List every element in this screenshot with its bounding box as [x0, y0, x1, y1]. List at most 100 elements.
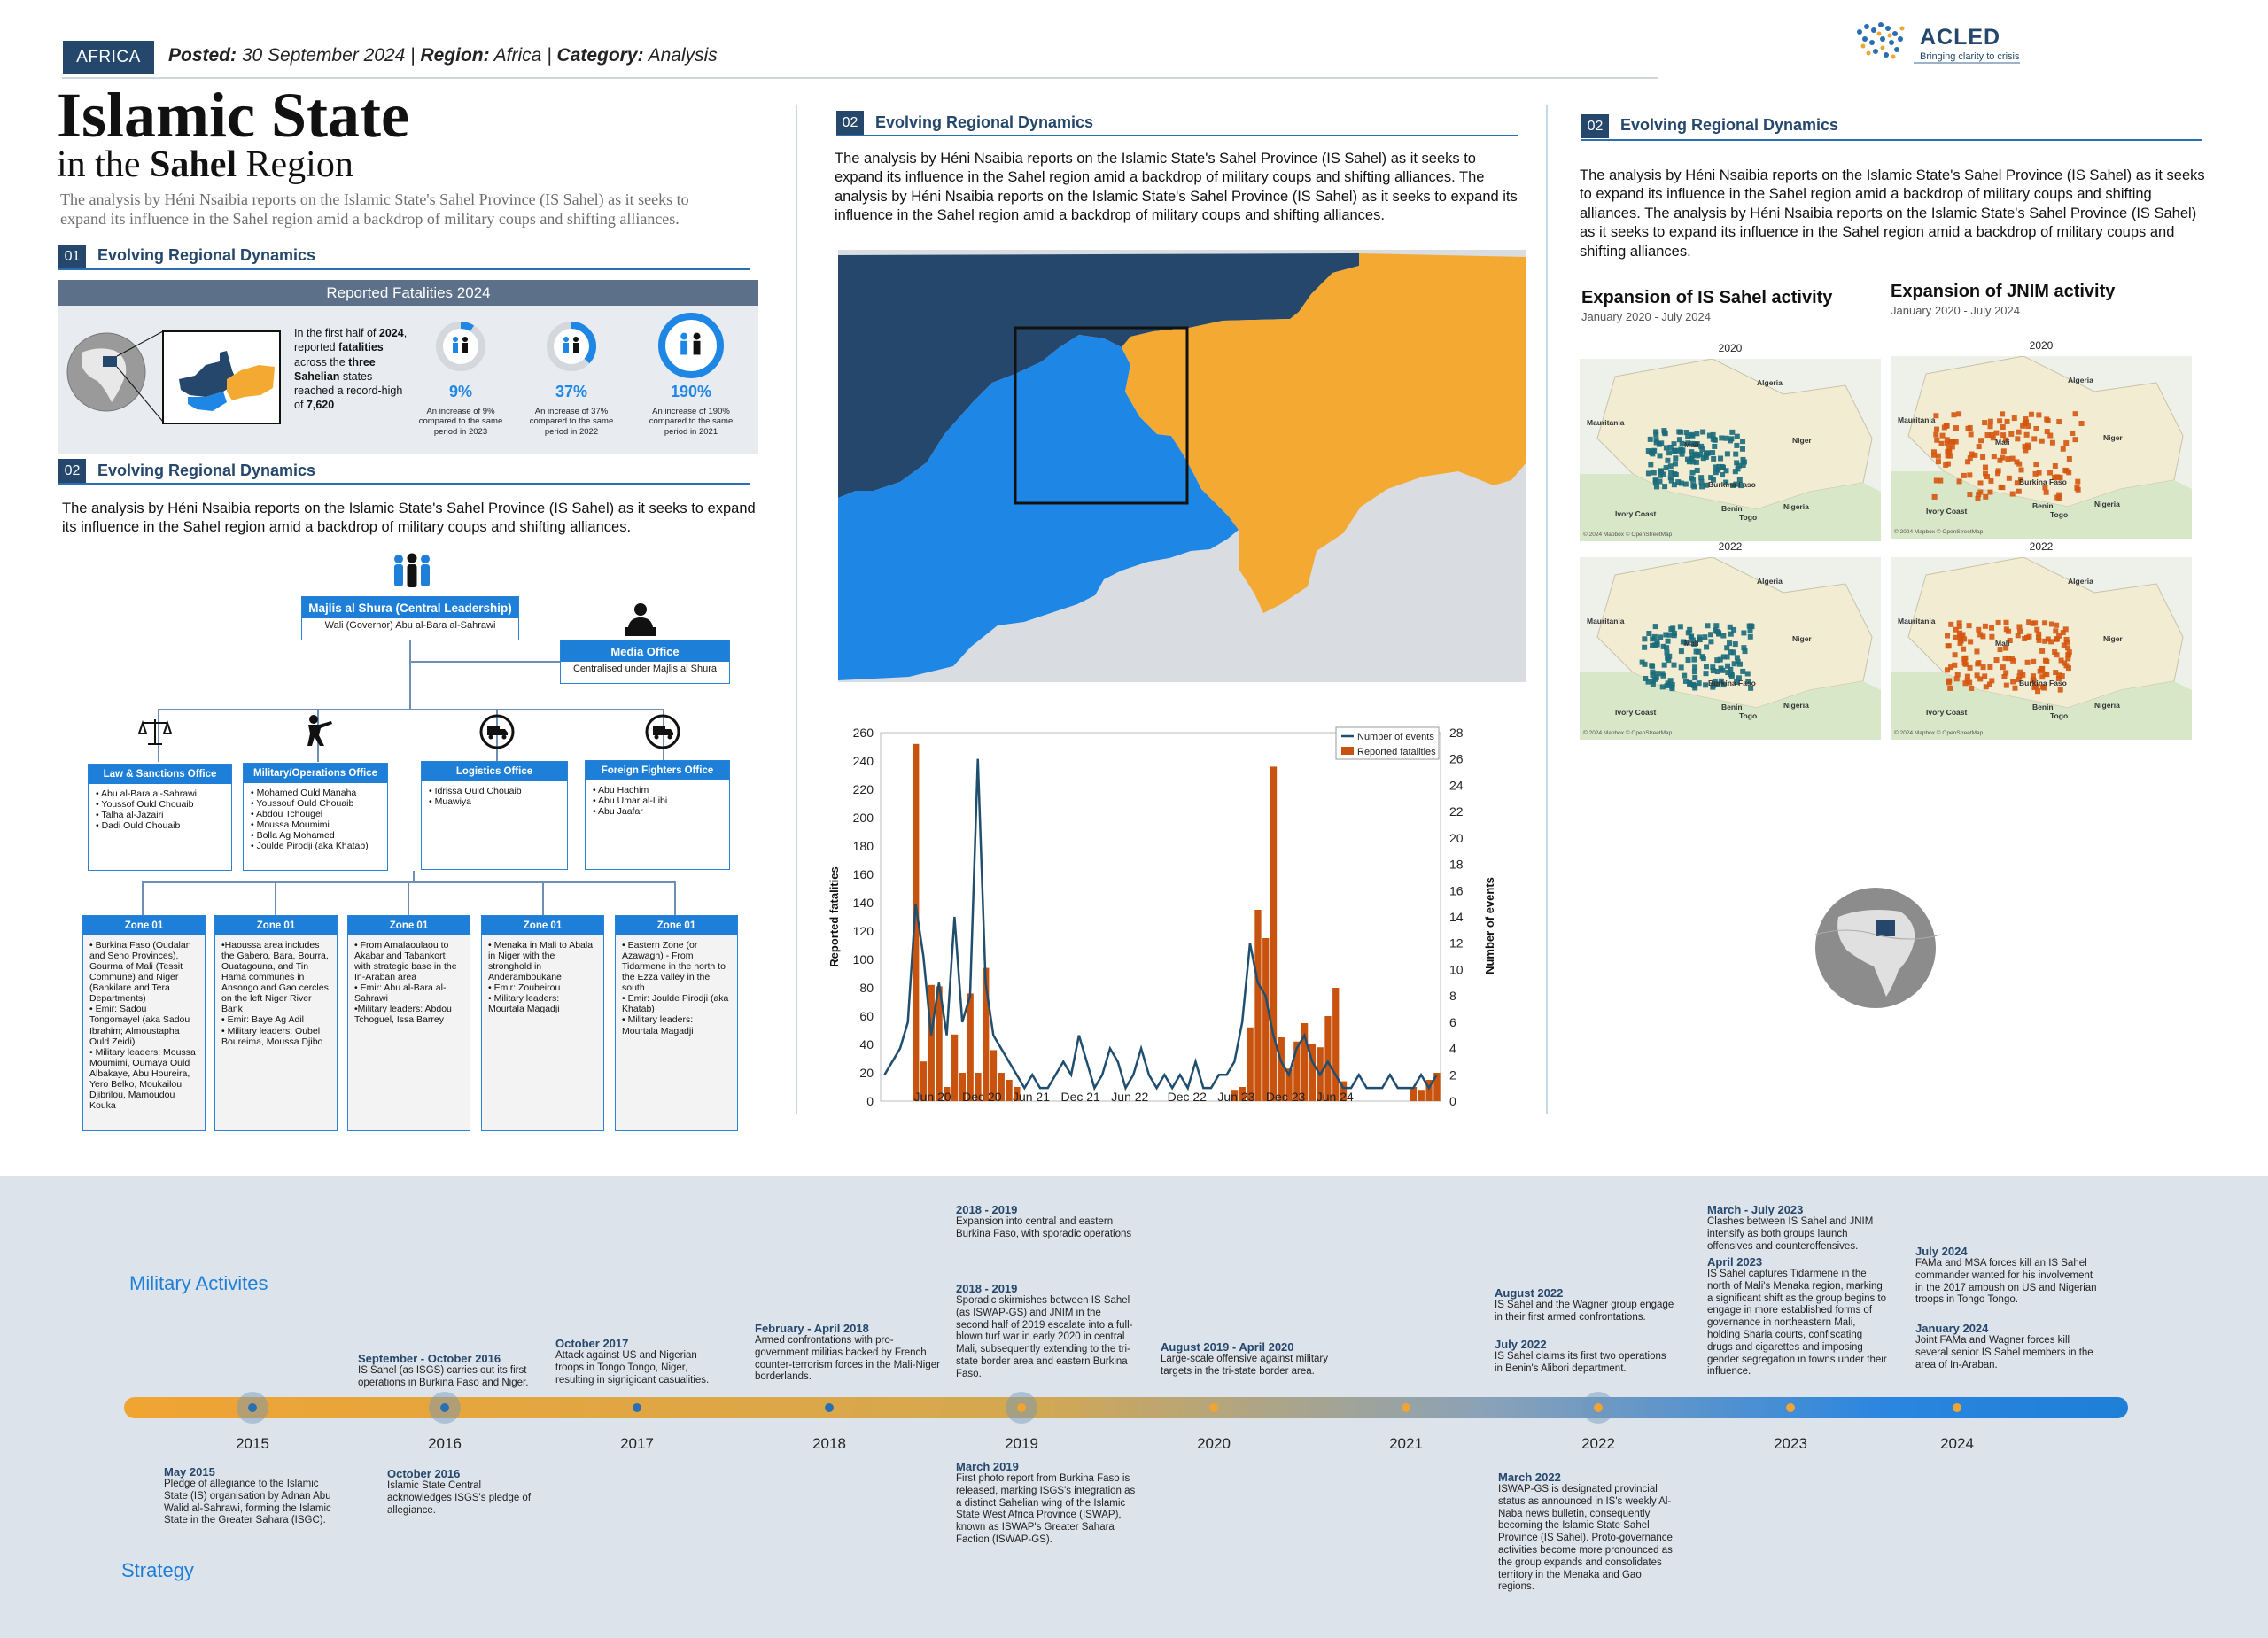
event-marker	[1667, 475, 1674, 481]
media-office-box[interactable]: Media Office Centralised under Majlis al…	[560, 640, 730, 684]
timeline-event[interactable]: March - July 2023 Clashes between IS Sahe…	[1707, 1203, 1884, 1253]
event-marker	[2042, 671, 2048, 677]
event-marker	[1989, 625, 1995, 631]
timeline-marker[interactable]	[633, 1403, 641, 1412]
zone-box[interactable]: Zone 01 • Eastern Zone (or Azawagh) - Fro…	[615, 915, 738, 1131]
event-marker	[2003, 437, 2009, 443]
fighter-head	[693, 332, 701, 340]
event-marker	[1699, 484, 1705, 490]
activity-minimap[interactable]: 2022 Algeria Mauritania Mali Niger Nigeria Bur…	[1891, 540, 2192, 740]
timeline-event[interactable]: 2018 - 2019 Expansion into central and ea…	[956, 1203, 1142, 1241]
regional-control-map[interactable]	[838, 250, 1526, 682]
office-member: • Abdou Tchougel	[251, 809, 323, 820]
y2-tick-label: 18	[1449, 858, 1464, 872]
timeline-event[interactable]: March 2019 First photo report from Burkin…	[956, 1460, 1142, 1547]
minimap-place-label: Benin	[2032, 501, 2054, 510]
office-box[interactable]: Military/Operations Office • Mohamed Ould…	[243, 763, 388, 871]
timeline-marker[interactable]	[440, 1403, 449, 1412]
zone-box[interactable]: Zone 01 • From Amalaoulaou to Akabar and …	[347, 915, 470, 1131]
events-line	[883, 758, 1438, 1091]
section-02-title: Evolving Regional Dynamics	[97, 462, 316, 479]
zone-box[interactable]: Zone 01 •Haoussa area includes the Gabero…	[214, 915, 338, 1131]
event-marker	[2033, 462, 2039, 468]
zone-box[interactable]: Zone 01 • Menaka in Mali to Abala in Nige…	[481, 915, 604, 1131]
timeline-event[interactable]: July 2024 FAMa and MSA forces kill an IS …	[1915, 1245, 2097, 1307]
zone-title: Zone 01	[215, 916, 337, 935]
event-marker	[2075, 486, 2081, 493]
y2-tick-label: 2	[1449, 1067, 1456, 1082]
event-marker	[1678, 429, 1684, 435]
minimap-graphic: Algeria Mauritania Mali Niger Nigeria Burkina…	[1891, 557, 2192, 740]
timeline-marker[interactable]	[825, 1403, 834, 1412]
event-marker	[1689, 470, 1696, 476]
event-marker	[1691, 641, 1697, 648]
timeline-event[interactable]: August 2022 IS Sahel and the Wagner group…	[1495, 1286, 1676, 1324]
timeline-marker[interactable]	[248, 1403, 257, 1412]
fatalities-bar	[1301, 1023, 1309, 1101]
activity-minimap[interactable]: 2020 Algeria Mauritania Mali Niger Nigeria Bur…	[1580, 342, 1881, 541]
event-marker	[1696, 680, 1702, 687]
fatalities-bar	[936, 986, 943, 1101]
zone-detail: • Menaka in Mali to Abala in Niger with …	[488, 940, 594, 983]
timeline-event[interactable]: August 2019 - April 2020 Large-scale offe…	[1161, 1340, 1347, 1378]
page-title: Islamic State	[57, 80, 409, 151]
minimap-place-label: Mauritania	[1587, 617, 1625, 625]
timeline-event-date: September - October 2016	[358, 1352, 501, 1365]
timeline-event[interactable]: February - April 2018 Armed confrontation…	[755, 1322, 941, 1384]
activity-minimap[interactable]: 2022 Algeria Mauritania Mali Niger Nigeria Bur…	[1580, 540, 1881, 740]
event-marker	[1734, 655, 1740, 661]
timeline-event[interactable]: March 2022 ISWAP-GS is designated provinc…	[1498, 1471, 1680, 1594]
connector	[408, 881, 409, 915]
zone-box[interactable]: Zone 01 • Burkina Faso (Oudalan and Seno …	[82, 915, 206, 1131]
activity-minimap[interactable]: 2020 Algeria Mauritania Mali Niger Nigeria Bur…	[1891, 339, 2192, 539]
media-office-title: Media Office	[561, 640, 729, 662]
timeline-marker[interactable]	[1786, 1403, 1795, 1412]
office-box[interactable]: Foreign Fighters Office • Abu Hachim • Abu…	[585, 760, 730, 870]
logo-name[interactable]: ACLED	[1920, 25, 2001, 50]
timeline-event[interactable]: May 2015 Pledge of allegiance to the Isla…	[164, 1465, 337, 1527]
event-marker	[1968, 431, 1974, 438]
event-marker	[2008, 656, 2015, 662]
acled-logo-globe-icon[interactable]	[1847, 16, 1918, 67]
office-box[interactable]: Law & Sanctions Office • Abu al-Bara al-S…	[88, 764, 232, 871]
timeline-marker[interactable]	[1953, 1403, 1961, 1412]
section-02c-text: The analysis by Héni Nsaibia reports on …	[1580, 167, 2205, 260]
event-marker	[1947, 685, 1953, 691]
region-tag[interactable]: AFRICA	[63, 41, 154, 74]
majlis-shura-box[interactable]: Majlis al Shura (Central Leadership) Wal…	[301, 596, 519, 640]
event-marker	[1933, 413, 1939, 419]
timeline-marker[interactable]	[1209, 1403, 1218, 1412]
timeline-event[interactable]: September - October 2016 IS Sahel (as ISG…	[358, 1352, 535, 1390]
category-value[interactable]: Analysis	[648, 45, 718, 66]
office-box[interactable]: Logistics Office • Idrissa Ould Chouaib • …	[421, 761, 568, 870]
timeline-event[interactable]: October 2017 Attack against US and Nigeri…	[555, 1337, 711, 1386]
region-value[interactable]: Africa	[493, 45, 542, 66]
timeline-marker[interactable]	[1017, 1403, 1026, 1412]
event-marker	[1710, 664, 1716, 671]
event-marker	[1685, 657, 1691, 664]
timeline-event[interactable]: October 2016 Islamic State Central acknow…	[387, 1467, 547, 1517]
event-marker	[2054, 652, 2060, 658]
event-marker	[2014, 480, 2020, 486]
media-presenter-icon	[623, 601, 658, 638]
office-member: • Abu Umar al-Libi	[593, 796, 668, 807]
event-marker	[2003, 645, 2009, 651]
fighter-head	[563, 337, 569, 342]
southern-landmass	[1891, 672, 2192, 740]
event-marker	[1648, 462, 1654, 468]
event-marker	[1642, 644, 1648, 650]
event-marker	[1744, 671, 1751, 677]
timeline-event[interactable]: 2018 - 2019 Sporadic skirmishes between I…	[956, 1282, 1133, 1381]
timeline-event[interactable]: July 2022 IS Sahel claims its first two o…	[1495, 1338, 1676, 1376]
event-marker	[2036, 412, 2042, 418]
timeline-event[interactable]: April 2023 IS Sahel captures Tidarmene in…	[1707, 1255, 1889, 1378]
minimap-place-label: Nigeria	[1783, 701, 1809, 710]
timeline-marker[interactable]	[1594, 1403, 1603, 1412]
y-tick-label: 60	[859, 1009, 874, 1023]
timeline-event[interactable]: January 2024 Joint FAMa and Wagner forces…	[1915, 1322, 2097, 1371]
event-marker	[1658, 440, 1665, 446]
timeline-marker[interactable]	[1402, 1403, 1410, 1412]
y-tick-label: 120	[853, 924, 874, 938]
x-tick-label: Dec 21	[1060, 1090, 1100, 1104]
event-marker	[2056, 633, 2062, 639]
